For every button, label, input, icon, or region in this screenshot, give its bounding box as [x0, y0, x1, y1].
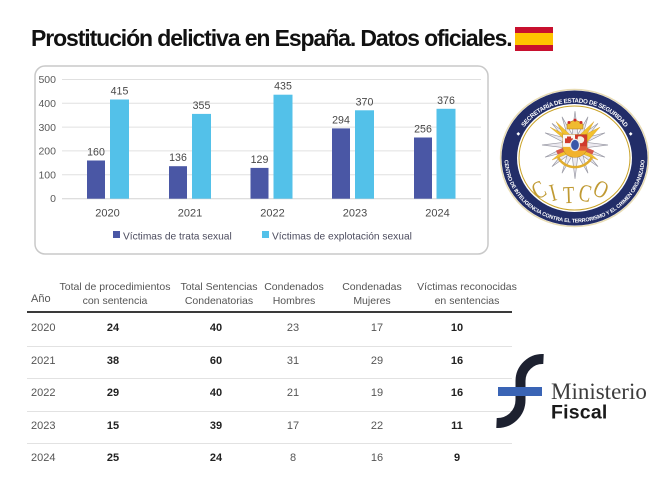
svg-text:400: 400: [38, 98, 56, 110]
svg-text:Fiscal: Fiscal: [551, 402, 607, 424]
svg-text:Víctimas de trata sexual: Víctimas de trata sexual: [123, 232, 232, 243]
svg-text:T: T: [563, 181, 575, 209]
svg-text:300: 300: [38, 122, 56, 134]
svg-text:Ministerio: Ministerio: [551, 379, 647, 404]
svg-text:2024: 2024: [425, 208, 449, 220]
svg-text:200: 200: [38, 146, 56, 158]
svg-text:256: 256: [414, 124, 432, 136]
svg-text:2023: 2023: [343, 208, 367, 220]
svg-text:370: 370: [356, 96, 374, 108]
svg-text:2020: 2020: [95, 208, 119, 220]
svg-text:0: 0: [50, 193, 56, 205]
svg-text:415: 415: [111, 86, 129, 98]
svg-text:435: 435: [274, 81, 292, 93]
svg-text:160: 160: [87, 147, 105, 159]
svg-text:2022: 2022: [260, 208, 284, 220]
svg-text:355: 355: [193, 100, 211, 112]
svg-text:376: 376: [437, 95, 455, 107]
svg-text:2021: 2021: [178, 208, 202, 220]
svg-text:100: 100: [38, 169, 56, 181]
svg-text:C: C: [576, 179, 594, 208]
svg-text:136: 136: [169, 152, 187, 164]
svg-text:294: 294: [332, 114, 350, 126]
svg-text:Víctimas de explotación sexual: Víctimas de explotación sexual: [272, 232, 412, 243]
svg-text:129: 129: [251, 154, 269, 166]
svg-text:500: 500: [38, 74, 56, 86]
